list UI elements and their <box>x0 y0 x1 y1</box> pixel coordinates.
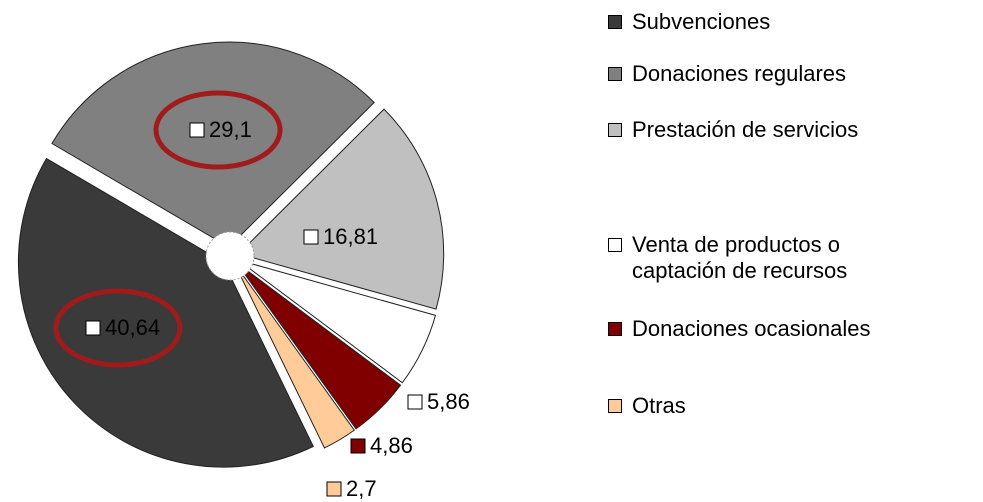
legend-label: Prestación de servicios <box>632 117 859 142</box>
legend-swatch <box>608 15 622 29</box>
pie-slice <box>237 108 445 310</box>
data-label: 4,86 <box>370 433 413 458</box>
legend-item: Prestación de servicios <box>606 117 976 143</box>
highlight-ring <box>153 90 283 170</box>
legend-label: Donaciones regulares <box>632 61 847 86</box>
data-label: 29,1 <box>209 117 252 142</box>
data-label: 2,7 <box>346 476 377 501</box>
legend-swatch <box>608 238 622 252</box>
legend-label: Donaciones ocasionales <box>632 316 871 341</box>
legend-item: Donaciones regulares <box>606 61 976 87</box>
legend-label: Subvenciones <box>632 9 771 34</box>
data-label: 16,81 <box>323 224 378 249</box>
center-hole <box>205 231 255 281</box>
pie-slice <box>51 41 375 248</box>
label-swatch <box>326 481 342 497</box>
pie-slice <box>234 263 356 449</box>
pie-slice <box>237 259 437 384</box>
legend-swatch <box>608 123 622 137</box>
legend-swatch <box>608 322 622 336</box>
label-swatch <box>350 438 366 454</box>
highlight-ring <box>53 288 183 368</box>
legend-item: Donaciones ocasionales <box>606 316 976 342</box>
legend-item: Subvenciones <box>606 9 976 35</box>
data-label: 5,86 <box>427 389 470 414</box>
legend-label: Otras <box>632 393 686 418</box>
label-swatch <box>303 229 319 245</box>
legend-label: Venta de productos o captación de recurs… <box>632 232 848 283</box>
legend-item: Otras <box>606 393 976 419</box>
label-swatch <box>189 122 205 138</box>
legend-swatch <box>608 67 622 81</box>
legend-item: Venta de productos o captación de recurs… <box>606 232 976 284</box>
label-swatch <box>85 320 101 336</box>
legend-swatch <box>608 399 622 413</box>
pie-slice <box>17 157 314 468</box>
pie-slice <box>235 262 402 430</box>
data-label: 40,64 <box>105 315 160 340</box>
label-swatch <box>407 394 423 410</box>
